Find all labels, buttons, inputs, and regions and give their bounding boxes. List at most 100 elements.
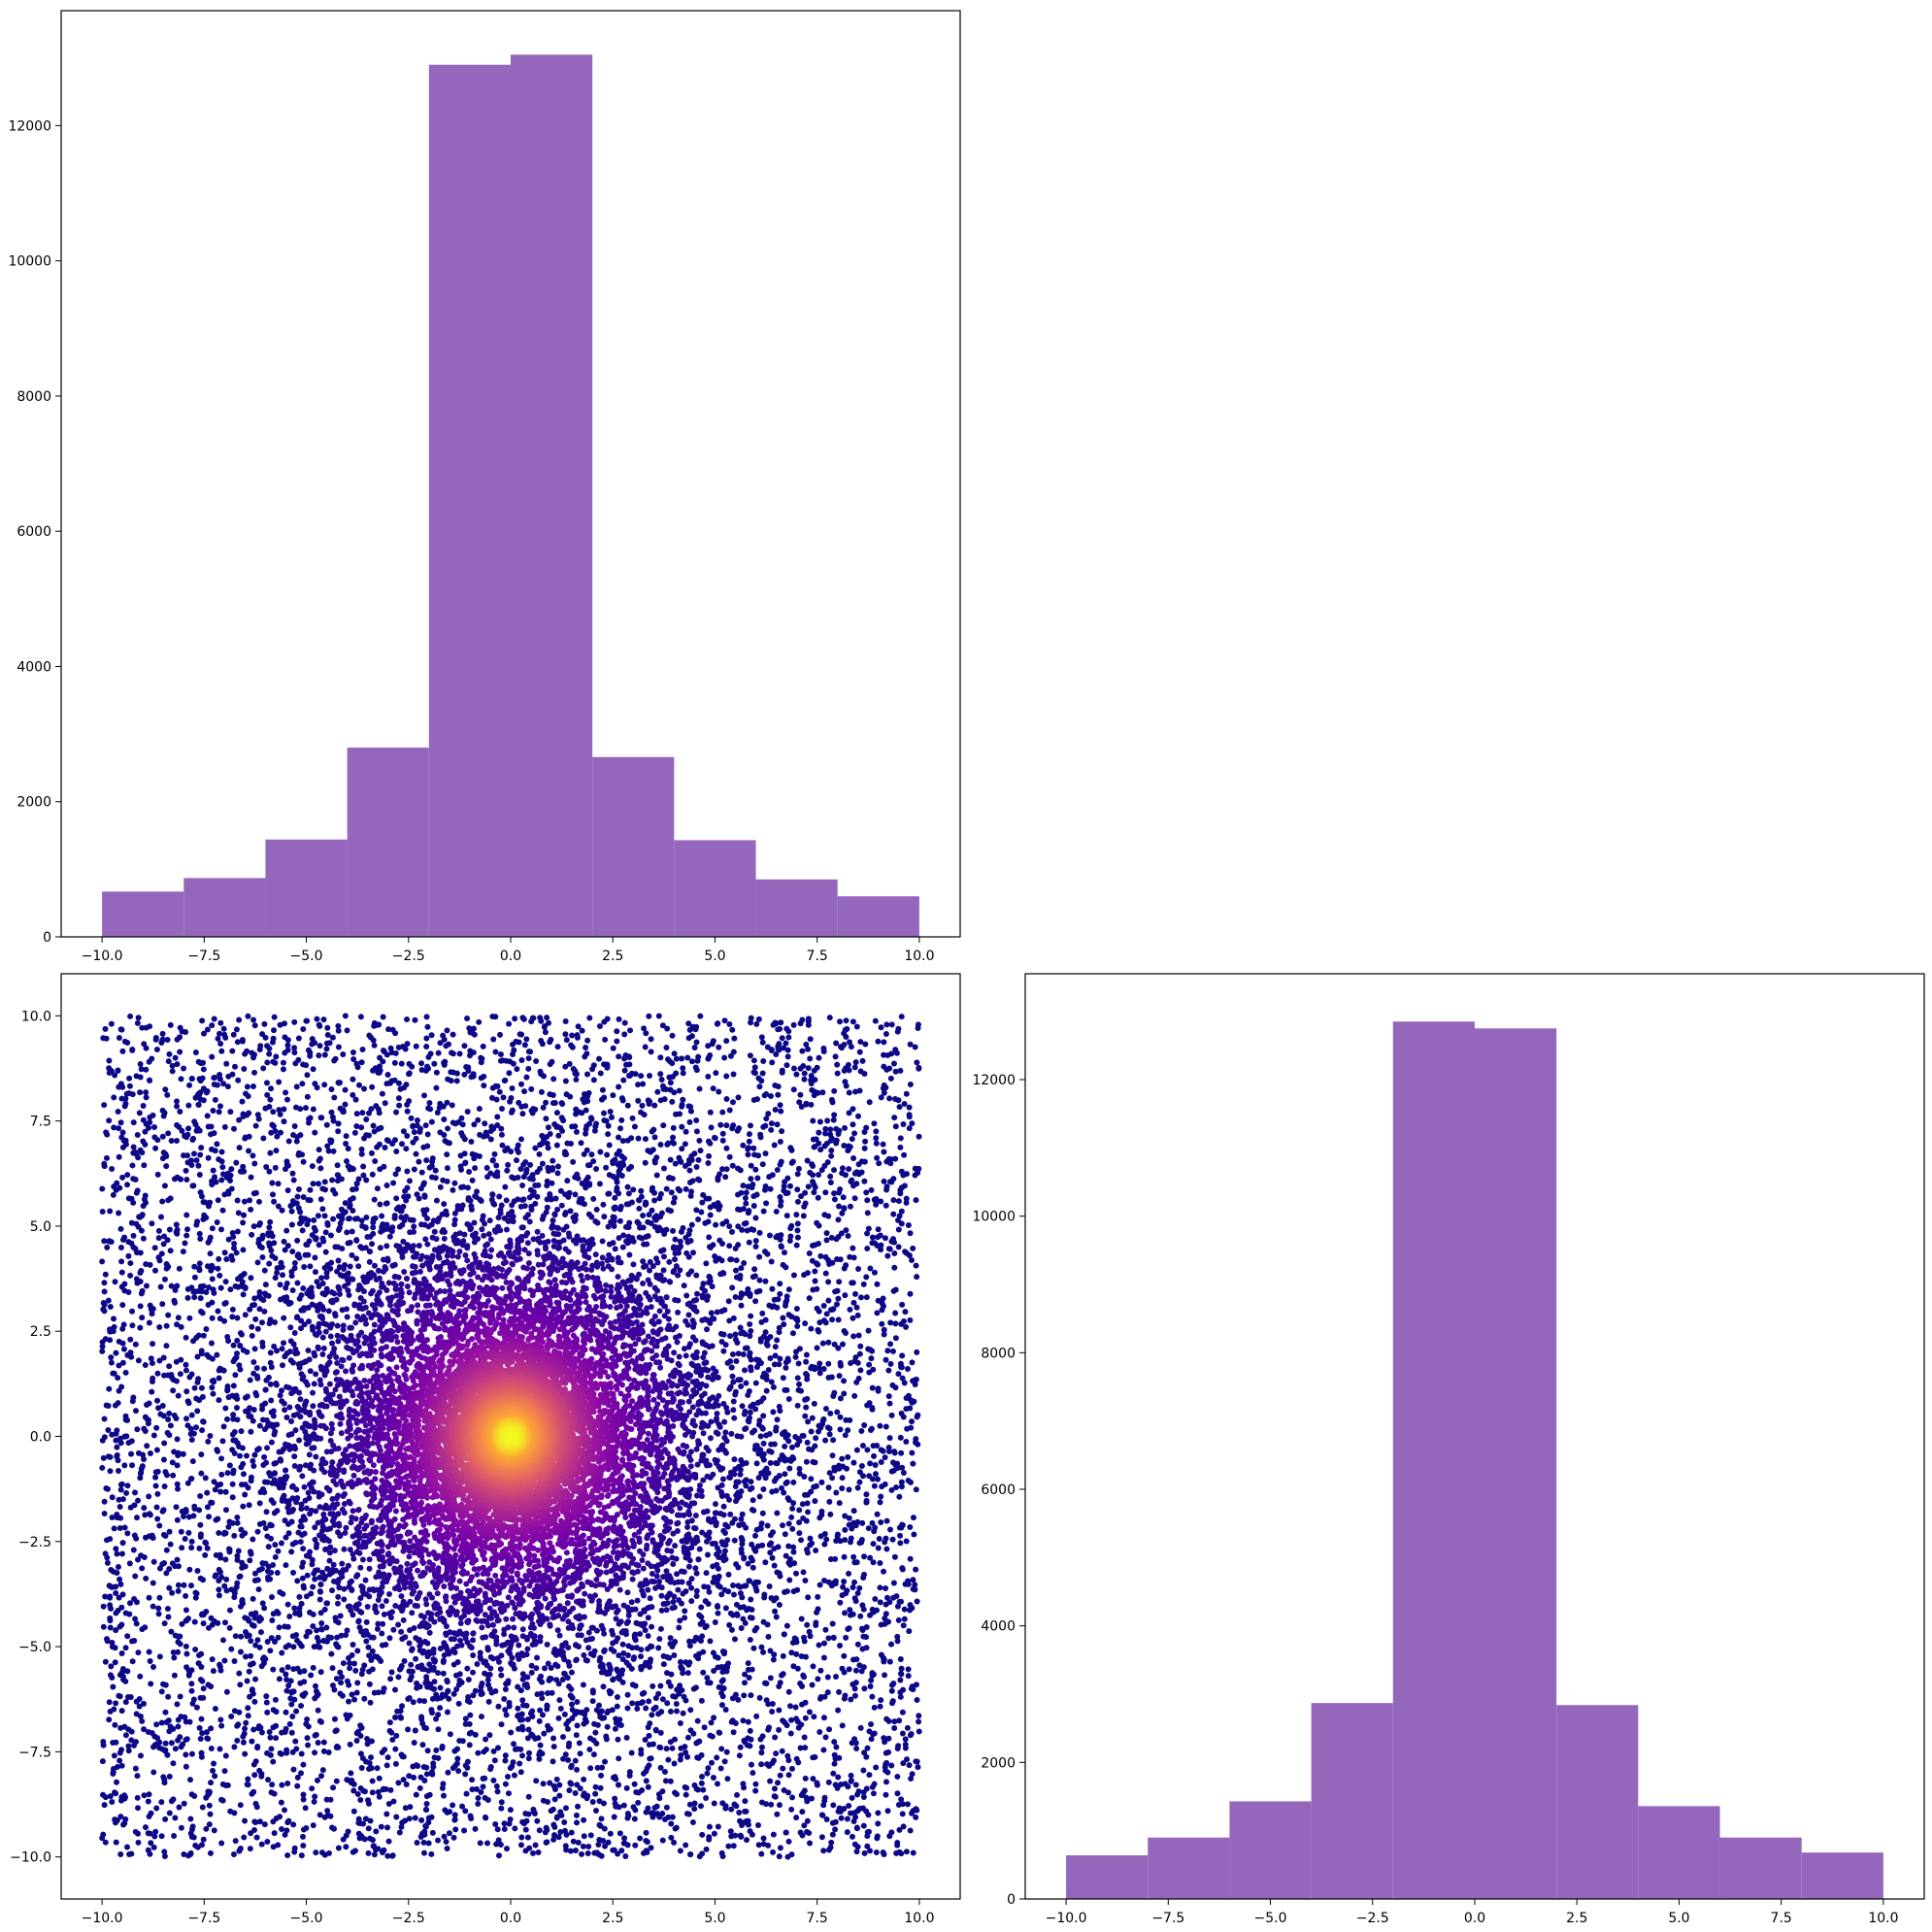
scatter-point (150, 1604, 156, 1610)
scatter-point (162, 1710, 168, 1715)
scatter-point (830, 1620, 836, 1626)
scatter-point (604, 1065, 610, 1071)
scatter-point (230, 1482, 236, 1487)
scatter-point (196, 1102, 202, 1108)
scatter-point (883, 1203, 889, 1209)
scatter-point (201, 1066, 207, 1072)
scatter-point (801, 1077, 807, 1083)
scatter-point (102, 1511, 108, 1516)
scatter-point (299, 1852, 305, 1858)
scatter-point (543, 1029, 549, 1035)
scatter-point (442, 1807, 448, 1813)
scatter-point (887, 1401, 893, 1407)
scatter-point (597, 1149, 603, 1154)
scatter-point (143, 1428, 149, 1434)
scatter-point (233, 1633, 239, 1639)
scatter-point (834, 1302, 840, 1308)
scatter-point (888, 1361, 894, 1367)
scatter-point (139, 1315, 145, 1320)
scatter-point (634, 1706, 640, 1712)
scatter-point (584, 1071, 590, 1077)
scatter-point (305, 1743, 311, 1749)
scatter-point (223, 1256, 229, 1262)
scatter-point (105, 1427, 111, 1433)
scatter-point (295, 1666, 301, 1672)
scatter-point (666, 1175, 672, 1181)
scatter-point (144, 1094, 150, 1100)
scatter-point (183, 1416, 189, 1421)
scatter-point (502, 1148, 508, 1153)
scatter-point (854, 1825, 860, 1831)
scatter-point (756, 1842, 762, 1848)
scatter-point (646, 1698, 651, 1704)
scatter-point (881, 1064, 886, 1070)
scatter-point (141, 1103, 147, 1109)
scatter-point (582, 1151, 587, 1157)
scatter-point (865, 1210, 871, 1216)
scatter-point (668, 1080, 674, 1085)
scatter-point (234, 1026, 240, 1032)
scatter-point (191, 1697, 197, 1703)
scatter-point (198, 1531, 204, 1537)
scatter-point (176, 1315, 182, 1320)
scatter-point (358, 1124, 364, 1130)
scatter-point (894, 1634, 900, 1640)
scatter-point (186, 1400, 192, 1406)
scatter-point (104, 1636, 110, 1642)
scatter-point (556, 1782, 562, 1788)
scatter-point (138, 1075, 144, 1081)
scatter-point (148, 1681, 153, 1686)
scatter-point (262, 1821, 268, 1827)
scatter-point (376, 1021, 382, 1027)
scatter-point (183, 1607, 189, 1613)
scatter-point (262, 1268, 268, 1274)
scatter-point (683, 1784, 688, 1790)
scatter-point (881, 1849, 886, 1855)
scatter-point (210, 1356, 216, 1362)
scatter-point (146, 1848, 151, 1853)
scatter-point (266, 1104, 272, 1110)
scatter-point (393, 1050, 399, 1056)
scatter-point (872, 1782, 878, 1787)
scatter-point (221, 1026, 227, 1032)
scatter-point (895, 1217, 901, 1223)
scatter-point (200, 1310, 206, 1316)
scatter-point (326, 1850, 332, 1856)
scatter-point (901, 1152, 907, 1158)
scatter-point (853, 1782, 859, 1787)
scatter-point (365, 1797, 371, 1803)
scatter-point (699, 1698, 705, 1704)
scatter-point (104, 1036, 110, 1042)
scatter-point (889, 1682, 895, 1688)
scatter-point (217, 1552, 223, 1558)
scatter-point (774, 1812, 780, 1817)
scatter-point (205, 1113, 211, 1118)
scatter-point (124, 1040, 130, 1046)
scatter-point (435, 1712, 441, 1717)
scatter-point (751, 1097, 757, 1103)
scatter-point (899, 1014, 905, 1019)
scatter-point (395, 1780, 401, 1785)
scatter-point (279, 1826, 284, 1832)
scatter-point (216, 1530, 221, 1536)
scatter-point (198, 1078, 204, 1083)
scatter-point (519, 1724, 525, 1730)
scatter-point (866, 1473, 872, 1479)
scatter-point (283, 1748, 289, 1753)
scatter-point (472, 1032, 478, 1038)
scatter-point (685, 1735, 691, 1741)
scatter-point (219, 1158, 225, 1164)
scatter-point (625, 1692, 631, 1698)
scatter-point (550, 1076, 556, 1082)
scatter-point (861, 1572, 867, 1578)
scatter-point (327, 1797, 333, 1803)
scatter-point (231, 1810, 237, 1815)
scatter-point (850, 1018, 856, 1024)
scatter-point (119, 1302, 125, 1308)
scatter-point (160, 1403, 166, 1409)
scatter-point (666, 1075, 672, 1081)
scatter-point (366, 1850, 372, 1856)
scatter-point (130, 1658, 136, 1664)
scatter-point (102, 1499, 108, 1505)
scatter-point (119, 1084, 125, 1090)
